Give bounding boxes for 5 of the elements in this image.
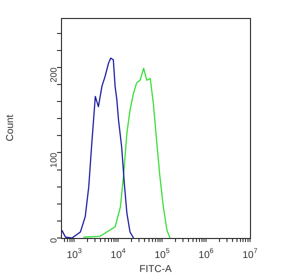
x-axis-title: FITC-A	[139, 264, 172, 275]
y-tick-label: 200	[48, 67, 58, 82]
y-tick-label: 100	[48, 152, 58, 168]
y-axis-title: Count	[4, 114, 16, 142]
y-tick-label: 0	[48, 238, 58, 244]
